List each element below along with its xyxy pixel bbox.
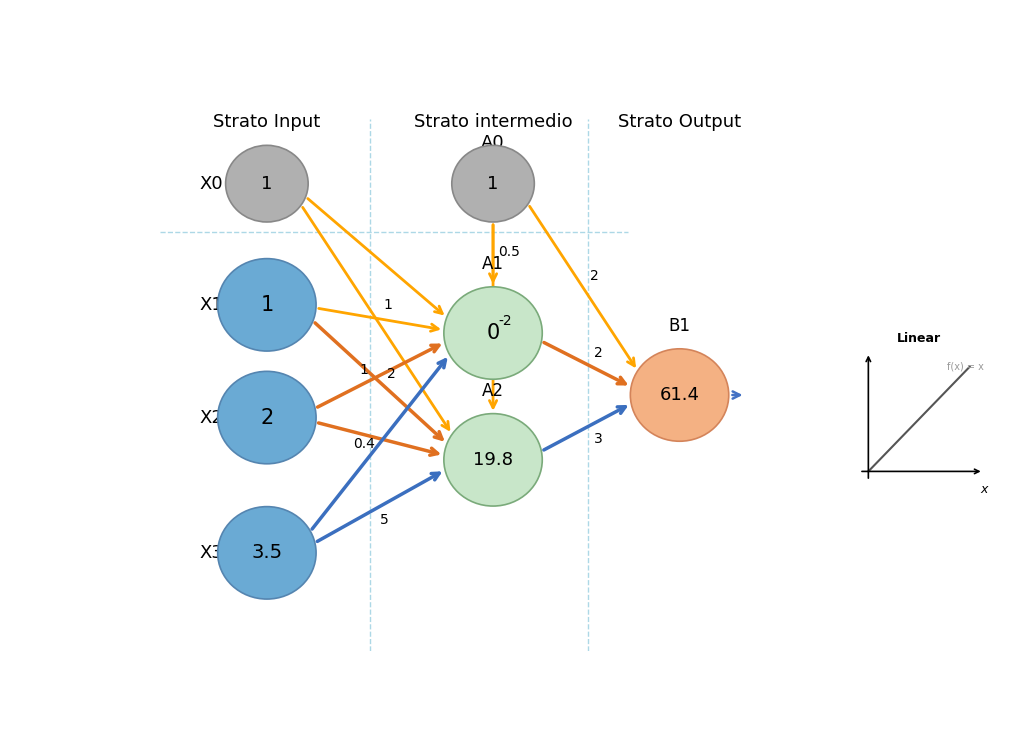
Text: X2: X2 <box>200 408 223 427</box>
Ellipse shape <box>443 414 543 506</box>
Text: Strato Output: Strato Output <box>618 113 741 131</box>
Text: 5: 5 <box>380 513 388 528</box>
Ellipse shape <box>452 146 535 222</box>
Text: 3.5: 3.5 <box>251 543 283 562</box>
Text: X0: X0 <box>200 175 223 193</box>
Ellipse shape <box>225 146 308 222</box>
Text: 1: 1 <box>487 175 499 193</box>
Ellipse shape <box>631 349 729 441</box>
Text: 2: 2 <box>591 269 599 283</box>
Text: 61.4: 61.4 <box>659 386 699 404</box>
Text: f(x) = x: f(x) = x <box>946 362 983 372</box>
Text: Strato Input: Strato Input <box>213 113 321 131</box>
Title: Linear: Linear <box>897 332 941 346</box>
Text: B1: B1 <box>669 317 690 335</box>
Text: 1: 1 <box>260 295 273 315</box>
Text: 0.4: 0.4 <box>353 437 375 452</box>
Text: 19.8: 19.8 <box>473 451 513 468</box>
Text: 2: 2 <box>594 346 602 359</box>
Text: 0.5: 0.5 <box>498 244 520 258</box>
Text: 1: 1 <box>359 362 369 377</box>
Text: X3: X3 <box>200 544 223 562</box>
Text: 0: 0 <box>486 323 500 343</box>
Text: 2: 2 <box>260 408 273 427</box>
Text: 1: 1 <box>383 298 392 312</box>
Ellipse shape <box>218 371 316 464</box>
Text: x: x <box>980 483 987 496</box>
Text: X1: X1 <box>200 296 223 314</box>
Text: A1: A1 <box>482 255 504 273</box>
Text: 1: 1 <box>261 175 272 193</box>
Ellipse shape <box>443 287 543 379</box>
Ellipse shape <box>218 258 316 351</box>
Text: 3: 3 <box>594 432 602 446</box>
Text: Strato intermedio
A0: Strato intermedio A0 <box>414 113 572 152</box>
Text: -2: -2 <box>498 313 512 328</box>
Text: 2: 2 <box>387 367 396 381</box>
Text: A2: A2 <box>482 381 504 400</box>
Ellipse shape <box>218 507 316 599</box>
